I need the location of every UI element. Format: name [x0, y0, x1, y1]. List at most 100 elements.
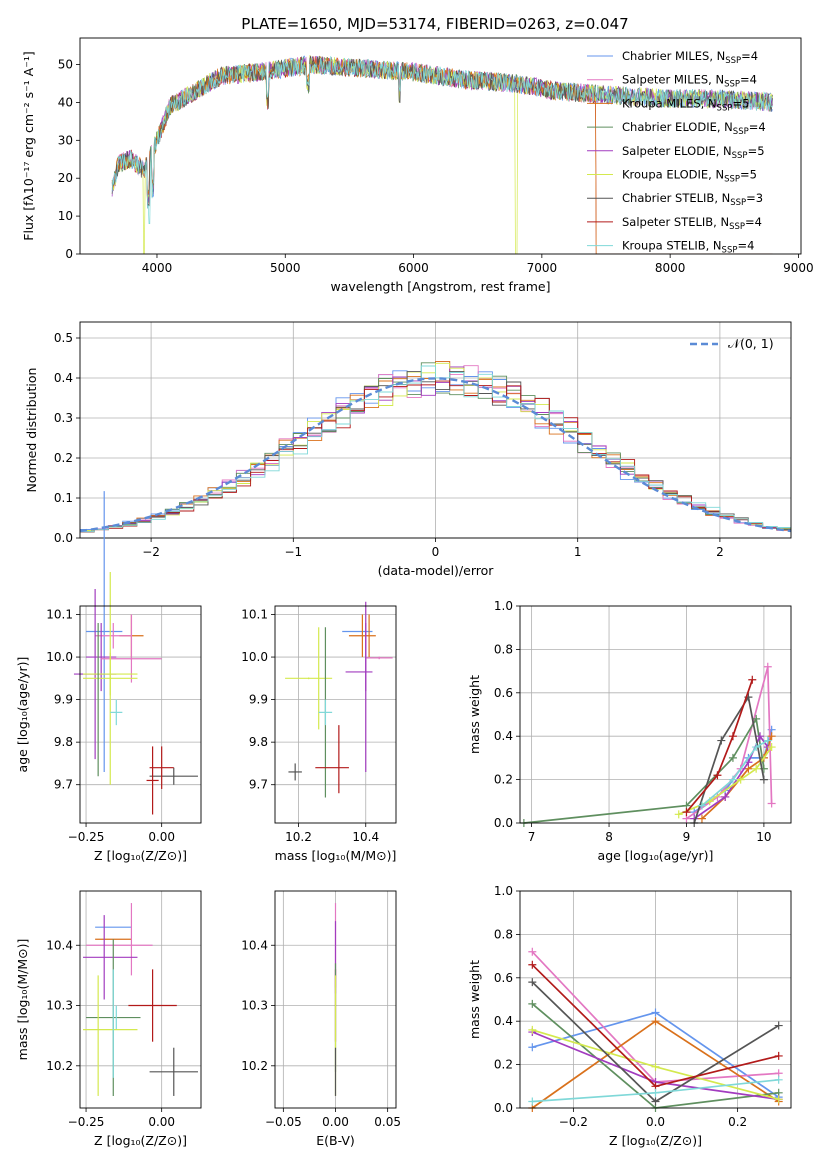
legend-label: Salpeter ELODIE, NSSP=5	[622, 144, 765, 161]
data-point	[149, 767, 198, 785]
panel-mass_vs_ebv: −0.05 0.00 0.05 10.2 10.3 10.4 E(B-V)	[241, 890, 401, 1148]
plot-frame	[79, 37, 802, 255]
weight-marker	[682, 808, 691, 817]
y-tick-label: 10.3	[46, 999, 73, 1013]
y-tick-label: 9.7	[249, 778, 268, 792]
y-axis-label: mass weight	[467, 675, 482, 754]
weight-marker	[697, 801, 706, 810]
y-tick-label: 9.8	[249, 735, 268, 749]
weight-marker	[651, 1062, 660, 1071]
spectrum-line	[111, 56, 773, 254]
data-point	[318, 699, 333, 726]
weight-marker	[736, 775, 745, 784]
panel-mass_vs_Z: −0.25 0.00 10.2 10.3 10.4 Z [log₁₀(Z/Z⊙)] mass…	[15, 890, 202, 1148]
weight-marker	[774, 1095, 783, 1104]
x-tick-label: −1	[284, 545, 302, 559]
y-tick-label: 0.4	[494, 1014, 513, 1028]
panel-weight_vs_age: 7 8 9 10 0.0 0.2 0.4 0.6 0.8 1.0 age [log₁₀(age/yr…	[467, 599, 792, 863]
y-tick-label: 0.2	[54, 451, 73, 465]
weight-line	[701, 739, 769, 807]
legend-label: Chabrier STELIB, NSSP=3	[622, 191, 763, 208]
figure-title: PLATE=1650, MJD=53174, FIBERID=0263, z=0…	[241, 15, 628, 33]
weight-marker	[748, 675, 757, 684]
y-tick-label: 10.1	[241, 608, 268, 622]
legend-label: Chabrier MILES, NSSP=4	[622, 49, 758, 66]
y-axis-label: Flux [fλ10⁻¹⁷ erg cm⁻² s⁻¹ A⁻¹]	[21, 51, 36, 240]
weight-marker	[774, 1021, 783, 1030]
weight-marker	[767, 743, 776, 752]
y-tick-label: 10.0	[46, 650, 73, 664]
data-point	[83, 571, 138, 785]
legend-label: Salpeter STELIB, NSSP=4	[622, 215, 762, 232]
y-tick-label: 0.0	[494, 816, 513, 830]
data-point	[149, 746, 174, 789]
y-tick-label: 50	[58, 58, 73, 72]
y-tick-label: 9.8	[54, 735, 73, 749]
legend: Chabrier MILES, NSSP=4 Salpeter MILES, NS…	[587, 49, 766, 256]
weight-marker	[774, 1075, 783, 1084]
plot-frame	[79, 605, 202, 824]
x-tick-label: 7	[528, 830, 536, 844]
weight-marker	[763, 736, 772, 745]
x-tick-label: 0.00	[322, 1115, 349, 1129]
x-axis-label: wavelength [Angstrom, rest frame]	[330, 279, 550, 294]
weight-marker	[774, 1051, 783, 1060]
weight-marker	[528, 1043, 537, 1052]
data-point	[146, 746, 159, 815]
weight-marker	[651, 1017, 660, 1026]
x-tick-label: −0.25	[68, 830, 105, 844]
y-tick-label: 0.8	[494, 642, 513, 656]
weight-marker	[674, 810, 683, 819]
x-tick-label: 0.05	[374, 1115, 401, 1129]
y-tick-label: 0.1	[54, 491, 73, 505]
y-tick-label: 10.0	[241, 650, 268, 664]
legend-label: Chabrier ELODIE, NSSP=4	[622, 120, 766, 137]
weight-marker	[528, 999, 537, 1008]
x-tick-label: 8	[605, 830, 613, 844]
y-tick-label: 0.4	[54, 371, 73, 385]
panel-age_vs_mass: 10.2 10.4 9.7 9.8 9.9 10.0 10.1 mass [log₁₀(M/M…	[241, 601, 397, 863]
weight-marker	[528, 978, 537, 987]
data-point	[348, 614, 376, 658]
x-tick-label: 1	[574, 545, 582, 559]
x-axis-label: Z [log₁₀(Z/Z⊙)]	[609, 1133, 702, 1148]
x-tick-label: −0.05	[265, 1115, 302, 1129]
weight-marker	[728, 775, 737, 784]
data-point	[110, 699, 123, 726]
panel-spectrum: 4000 5000 6000 7000 8000 9000 0 10 20 30 40 50 wavel…	[21, 37, 814, 294]
legend-label: Kroupa MILES, NSSP=5	[622, 96, 749, 113]
x-tick-label: 4000	[142, 261, 173, 275]
y-tick-label: 9.9	[54, 693, 73, 707]
weight-marker	[528, 1097, 537, 1106]
weight-marker	[728, 753, 737, 762]
y-tick-label: 40	[58, 95, 73, 109]
weight-marker	[759, 775, 768, 784]
x-tick-label: 10	[756, 830, 771, 844]
y-tick-label: 1.0	[494, 884, 513, 898]
x-tick-label: −0.2	[559, 1115, 588, 1129]
y-tick-label: 10.2	[241, 1059, 268, 1073]
x-tick-label: 9	[683, 830, 691, 844]
x-axis-label: mass [log₁₀(M/M⊙)]	[275, 848, 397, 863]
panel-weight_vs_Z: −0.2 0.0 0.2 0.0 0.2 0.4 0.6 0.8 1.0 Z [log₁₀(Z/Z…	[467, 884, 792, 1148]
data-point	[285, 677, 333, 680]
y-axis-label: mass [log₁₀(M/M⊙)]	[15, 939, 30, 1061]
x-axis-label: Z [log₁₀(Z/Z⊙)]	[94, 848, 187, 863]
data-point	[288, 763, 302, 781]
weight-marker	[528, 1025, 537, 1034]
x-tick-label: 0.00	[148, 830, 175, 844]
x-tick-label: 0	[432, 545, 440, 559]
data-point	[86, 623, 117, 692]
plot-frame	[79, 321, 792, 539]
x-tick-label: −0.25	[68, 1115, 105, 1129]
y-axis-label: age [log₁₀(age/yr)]	[15, 657, 30, 773]
y-tick-label: 10	[58, 209, 73, 223]
weight-marker	[767, 732, 776, 741]
y-tick-label: 0.3	[54, 411, 73, 425]
x-tick-label: −2	[142, 545, 160, 559]
y-tick-label: 1.0	[494, 599, 513, 613]
y-tick-label: 30	[58, 133, 73, 147]
y-axis-label: Normed distribution	[24, 368, 39, 493]
weight-marker	[528, 947, 537, 956]
